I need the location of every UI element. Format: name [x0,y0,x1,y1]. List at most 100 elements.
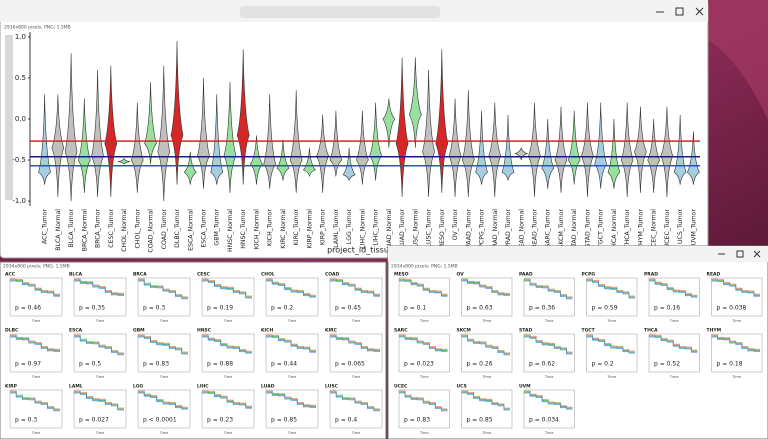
x-tick-label: THCA_Tumor [624,209,631,250]
km-curve [266,336,316,353]
km-p-value: p = 0.62 [529,361,555,368]
km-p-value: p = 0.23 [207,417,233,424]
x-tick-label: LUAD_Tumor [399,209,406,248]
km-p-value: p = 0.3 [15,417,37,424]
km-axes [711,333,763,373]
y-tick-label: -0.5 [12,156,26,164]
km-curve [138,392,188,410]
violin [634,106,647,193]
km-axes [461,277,513,317]
image-info: 2934x800 pixels; PNG; 1.5MB [391,264,458,270]
violin [541,118,555,189]
km-title: GBM [133,328,145,334]
km-panel: ACC p = 0.46 Time [5,272,63,323]
km-x-label: Time [95,319,106,323]
km-curve [586,336,635,354]
km-panel: LAML p = 0.027 Time [69,384,127,435]
x-tick-label: LUAD_Normal [386,209,393,251]
x-tick-label: PCPG_Tumor [479,209,486,248]
km-x-label: Time [287,375,298,379]
km-panel: COAD p = 0.45 Time [325,272,383,323]
km-x-label: Time [669,375,680,379]
km-curve [399,336,448,352]
x-tick-label: CHOL_Normal [121,209,128,252]
km-title: THCA [644,328,658,334]
km-axes [398,333,450,373]
km-curve [202,278,252,297]
km-curve [399,392,448,412]
km-curve [74,336,124,356]
km-x-label: Time [159,431,170,435]
km-title: KIRP [5,384,18,390]
km-title: LUSC [325,384,339,390]
x-tick-label: LUSC_Tumor [426,209,433,248]
km-axes [329,333,383,373]
violin [130,102,144,193]
km-x-label: Time [731,319,742,323]
x-tick-label: UCS_Tumor [677,209,684,244]
km-p-value: p = 0.52 [654,361,680,368]
close-button[interactable] [753,250,761,258]
km-curve [524,392,573,410]
km-p-value: p = 0.038 [717,305,747,312]
km-panel: PAAD p = 0.36 Time [519,272,575,323]
km-p-value: p = 0.46 [15,305,41,312]
km-x-label: Time [223,375,234,379]
violin [501,114,515,181]
x-tick-label: COAD_Tumor [161,209,168,250]
x-tick-label: LAML_Tumor [333,209,340,248]
x-tick-label: ACC_Tumor [42,209,49,244]
km-axes [648,333,700,373]
violin [197,77,210,189]
km-curve [138,334,188,353]
km-panel: MESO p = 0.1 Time [394,272,450,323]
violin [647,118,661,193]
km-panel: STAD p = 0.62 Time [519,328,575,379]
violin [409,57,422,148]
violin [395,57,409,197]
image-info: 2936x800 pixels; PNG; 1.5MB [4,25,71,31]
km-title: MESO [394,272,409,278]
km-p-value: p = 0.59 [592,305,618,312]
x-tick-label: CESC_Tumor [108,209,115,248]
km-curve [202,280,252,299]
km-title: OV [457,272,465,278]
km-p-value: p = 0.023 [404,361,434,368]
km-axes [265,389,319,429]
km-p-value: p = 0.63 [467,305,493,312]
x-tick-label: DLBC_Tumor [174,209,181,248]
km-curve [74,392,124,411]
close-button[interactable] [695,7,704,16]
x-tick-label: PRAD_Normal [492,209,499,252]
km-title: LIHC [197,384,209,390]
km-title: KICH [261,328,273,334]
violin [78,98,91,193]
x-tick-label: KICH_Normal [253,209,260,250]
violin [342,147,356,181]
km-curve [138,280,188,300]
x-tick-label: UVM_Tumor [690,209,697,246]
x-tick-label: UCEC_Tumor [664,209,671,249]
km-title: PAAD [519,272,533,278]
km-panel: PRAD p = 0.16 Time [644,272,700,323]
km-x-label: Time [669,319,680,323]
km-curve [74,390,124,409]
x-tick-label: PRAD_Tumor [505,209,512,248]
km-p-value: p = 0.5 [79,361,101,368]
maximize-button[interactable] [736,250,744,258]
x-tick-label: KIRC_Tumor [293,209,300,246]
x-tick-label: MESO_Tumor [439,209,446,250]
km-panel: LUAD p = 0.85 Time [261,384,319,435]
x-tick-label: LIHC_Tumor [373,209,380,246]
km-x-label: Time [606,319,617,323]
km-curve [524,335,573,354]
km-title: SKCM [457,328,472,334]
km-title: LGG [133,384,144,390]
km-title: READ [707,272,721,278]
km-x-label: Time [481,319,492,323]
maximize-button[interactable] [675,7,684,16]
violin [236,49,250,185]
x-tick-label: PAAD_Tumor [465,209,472,248]
km-curve [461,391,510,410]
